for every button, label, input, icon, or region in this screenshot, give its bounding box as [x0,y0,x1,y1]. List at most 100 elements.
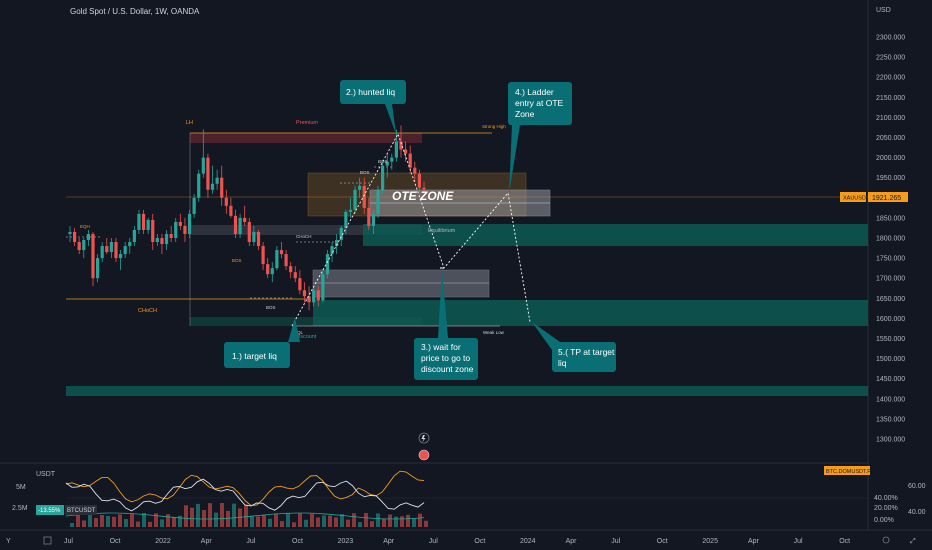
candle-body [399,141,403,150]
lightning-icon[interactable] [418,432,430,444]
indicator-pane[interactable]: USDT 5M 2.5M 60.00 40.00% 40.00 20.00% 0… [12,432,926,527]
price-tick: 1300.000 [876,437,905,444]
label-bos-3: BOS [360,170,370,175]
candle-body [348,209,353,212]
time-tick: 2025 [702,538,718,545]
candle-body [91,233,95,279]
candle-body [344,211,348,228]
demand-zone-1 [363,224,868,246]
volume-bar [388,514,392,527]
price-tick: 1500.000 [876,356,905,363]
volume-bar [400,516,404,527]
candle-body [247,221,251,243]
indicator-right-20pct: 20.00% [874,505,898,512]
price-tick: 1600.000 [876,316,905,323]
time-axis[interactable]: Jul Oct 2022 Apr Jul Oct 2023 Apr Jul Oct 2024 Apr J… [64,538,850,545]
volume-bar [238,508,242,527]
candle-body [381,165,385,190]
auto-scale-button[interactable]: ⤢ [910,538,916,545]
candle-body [270,268,274,275]
candle-body [256,231,261,247]
volume-bar [130,513,134,527]
candle-body [72,231,77,243]
indicator-right-60: 60.00 [908,483,926,490]
volume-bar [100,515,104,527]
callout-target-liq[interactable]: 1.) target liq [224,318,300,368]
candle-body [141,213,146,230]
volume-bar [334,517,338,527]
price-tick: 2300.000 [876,35,905,42]
event-icon[interactable] [418,449,430,461]
candle-body [233,215,238,234]
candle-body [192,197,196,214]
symbol-tag [840,192,866,202]
callout-text: 1.) target liq [232,351,277,361]
candle-body [118,254,123,259]
callout-wait[interactable]: 3.) wait for price to go to discount zone [414,270,478,380]
time-tick: 2022 [155,538,171,545]
gear-icon [882,536,890,544]
tp-line-1: 5.( TP at target [558,347,615,357]
volume-bar [322,515,326,527]
callout-text: 3.) wait for price to go to discount zone [421,342,474,374]
volume-bar [370,521,374,527]
volume-bar [142,513,146,527]
price-axis[interactable] [868,0,932,550]
price-ticks: 2300.000 2250.000 2200.000 2150.000 2100.000… [876,35,905,444]
callout-pointer [509,125,520,194]
candle-body [339,227,343,241]
candle-body [404,149,408,154]
volume-bar [268,518,272,527]
callout-ladder[interactable]: 4.) Ladder entry at OTE Zone [508,82,572,194]
price-tick: 1850.000 [876,215,905,222]
volume-bar [358,522,362,527]
lightning-glyph [421,435,426,442]
candle-body [146,219,150,230]
callout-pointer [532,322,560,350]
candle-body [215,177,219,184]
demand-zone-2 [313,300,868,326]
premium-zone [190,133,422,143]
wait-line-2: price to go to [421,353,470,363]
volume-bar [424,520,428,527]
price-tick: 1450.000 [876,376,905,383]
candle-body [169,233,173,238]
candle-body [114,242,118,259]
candle-body [210,183,215,190]
volume-bar [376,513,380,527]
volume-bar [382,518,386,527]
candle-body [261,246,265,265]
label-premium: Premium [296,120,318,126]
candle-body [289,266,293,273]
volume-bar [136,521,140,527]
settings-icon[interactable] [882,536,890,544]
candle-body [155,238,159,243]
volume-bar [154,513,158,527]
ladder-line-2: entry at OTE [515,98,564,108]
volume-bar [286,513,290,527]
volume-bar [220,503,224,527]
candle-body [160,238,164,245]
volume-bar [310,514,314,527]
callout-hunted-liq[interactable]: 2.) hunted liq [340,80,406,134]
candle-body [220,177,224,198]
candle-body [266,264,270,275]
y-nav-icon[interactable]: Y [6,538,11,545]
time-axis-left-icon[interactable] [43,536,52,545]
callout-tp[interactable]: 5.( TP at target liq [532,322,616,372]
candle-body [105,246,109,253]
volume-bar [256,516,260,527]
volume-bar [208,503,212,527]
candle-body [224,197,228,206]
callout-box [508,82,572,125]
label-lh: LH [186,120,193,126]
discount-zone [190,317,422,326]
callout-box [224,342,290,368]
candle-body [394,141,399,158]
candle-body [353,189,357,210]
price-tick: 2200.000 [876,75,905,82]
callout-text: 4.) Ladder entry at OTE Zone [515,87,564,119]
volume-bar [226,510,230,527]
indicator-currency: USDT [36,471,56,478]
